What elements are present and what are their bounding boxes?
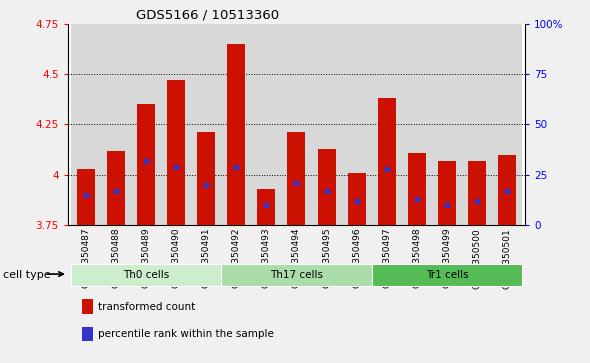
Bar [438, 160, 456, 225]
Bar [462, 24, 492, 225]
Bar [251, 24, 281, 225]
Text: GDS5166 / 10513360: GDS5166 / 10513360 [136, 8, 280, 21]
Text: Th17 cells: Th17 cells [270, 270, 323, 280]
Text: Tr1 cells: Tr1 cells [425, 270, 468, 280]
Bar [402, 24, 432, 225]
Bar [498, 155, 516, 225]
Text: cell type: cell type [3, 270, 51, 280]
Bar [167, 80, 185, 225]
Text: percentile rank within the sample: percentile rank within the sample [97, 329, 273, 339]
Bar [81, 299, 93, 314]
Bar [71, 264, 221, 286]
Bar [372, 24, 402, 225]
Bar [107, 151, 125, 225]
Bar [281, 24, 312, 225]
Bar [191, 24, 221, 225]
Bar [257, 189, 276, 225]
Bar [378, 98, 396, 225]
Bar [71, 24, 101, 225]
Bar [408, 152, 426, 225]
Bar [342, 24, 372, 225]
Bar [137, 104, 155, 225]
Bar [227, 44, 245, 225]
Bar [287, 132, 306, 225]
Bar [81, 327, 93, 341]
Text: transformed count: transformed count [97, 302, 195, 312]
Bar [372, 264, 522, 286]
Bar [468, 160, 486, 225]
Bar [432, 24, 462, 225]
Bar [101, 24, 131, 225]
Bar [77, 169, 95, 225]
Bar [161, 24, 191, 225]
Bar [492, 24, 522, 225]
Bar [317, 148, 336, 225]
Bar [312, 24, 342, 225]
Bar [221, 24, 251, 225]
Bar [348, 173, 366, 225]
Bar [197, 132, 215, 225]
Bar [131, 24, 161, 225]
Text: Th0 cells: Th0 cells [123, 270, 169, 280]
Bar [221, 264, 372, 286]
